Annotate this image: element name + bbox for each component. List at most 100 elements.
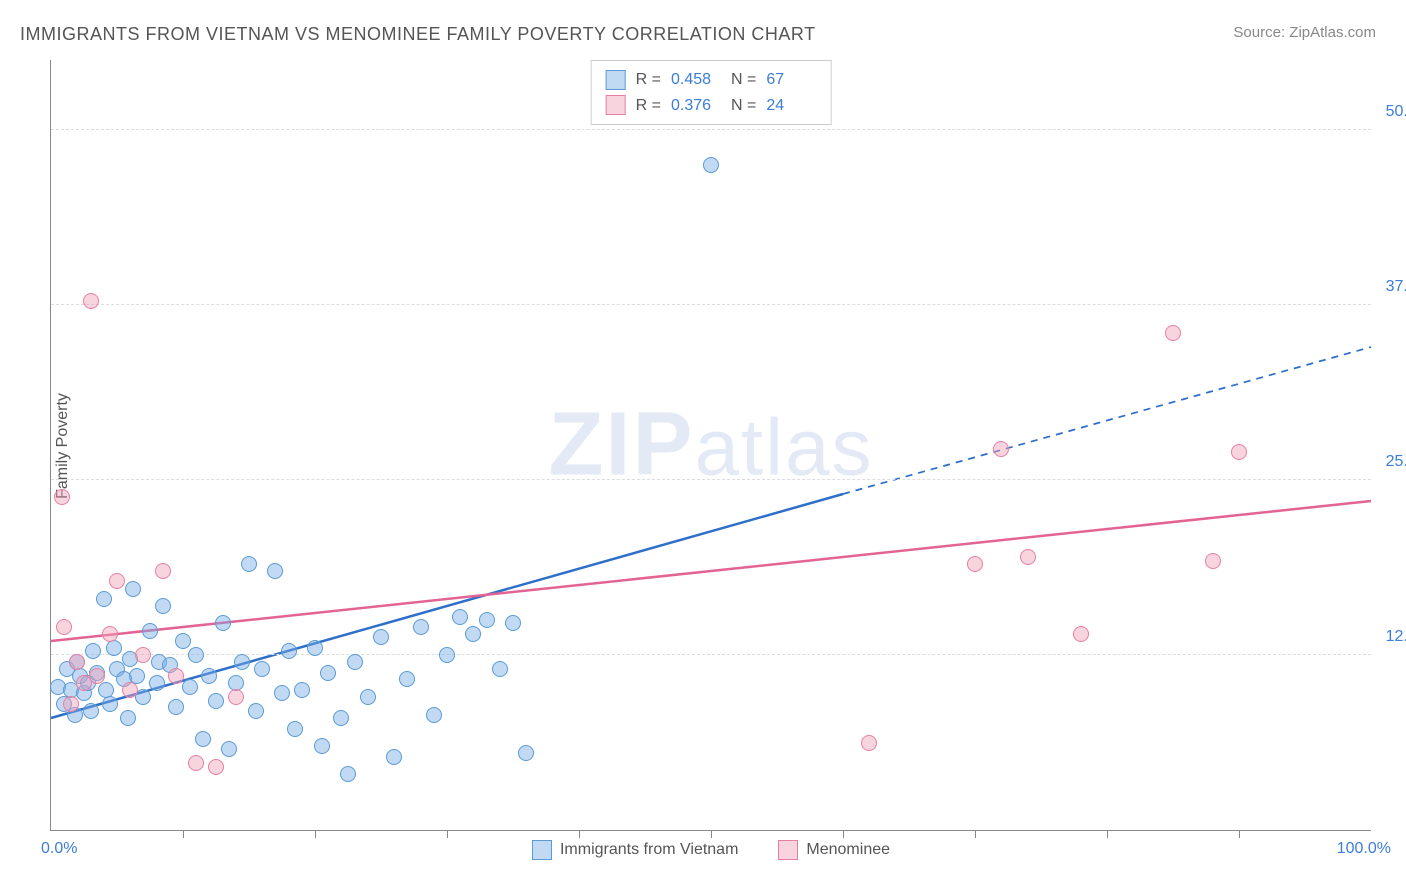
data-point: [465, 626, 481, 642]
data-point: [861, 735, 877, 751]
data-point: [426, 707, 442, 723]
data-point: [125, 581, 141, 597]
legend-row-1: R = 0.458 N = 67: [606, 67, 817, 93]
r-label: R =: [636, 93, 661, 119]
data-point: [122, 682, 138, 698]
legend-item-2: Menominee: [778, 840, 890, 860]
gridline: [51, 304, 1371, 305]
x-tick: [579, 830, 580, 838]
data-point: [188, 755, 204, 771]
data-point: [1165, 325, 1181, 341]
data-point: [106, 640, 122, 656]
chart-title: IMMIGRANTS FROM VIETNAM VS MENOMINEE FAM…: [20, 24, 816, 45]
plot-area: ZIPatlas R = 0.458 N = 67 R = 0.376 N = …: [50, 60, 1371, 831]
data-point: [439, 647, 455, 663]
x-tick: [1107, 830, 1108, 838]
data-point: [142, 623, 158, 639]
y-tick-label: 37.5%: [1386, 278, 1406, 296]
legend-series: Immigrants from Vietnam Menominee: [532, 840, 890, 860]
data-point: [287, 721, 303, 737]
data-point: [195, 731, 211, 747]
x-tick: [1239, 830, 1240, 838]
data-point: [386, 749, 402, 765]
n-value-2: 24: [766, 93, 816, 119]
data-point: [492, 661, 508, 677]
data-point: [320, 665, 336, 681]
legend-swatch-series-2: [778, 840, 798, 860]
series-name-2: Menominee: [806, 841, 890, 859]
data-point: [479, 612, 495, 628]
data-point: [234, 654, 250, 670]
data-point: [241, 556, 257, 572]
source-label: Source:: [1233, 24, 1289, 41]
data-point: [360, 689, 376, 705]
source-name: ZipAtlas.com: [1289, 24, 1376, 41]
data-point: [155, 563, 171, 579]
legend-swatch-series-1: [532, 840, 552, 860]
data-point: [201, 668, 217, 684]
r-value-2: 0.376: [671, 93, 721, 119]
data-point: [102, 696, 118, 712]
legend-swatch-1: [606, 70, 626, 90]
data-point: [89, 668, 105, 684]
y-tick-label: 25.0%: [1386, 453, 1406, 471]
data-point: [221, 741, 237, 757]
data-point: [281, 643, 297, 659]
data-point: [373, 629, 389, 645]
legend-stats: R = 0.458 N = 67 R = 0.376 N = 24: [591, 60, 832, 125]
data-point: [399, 671, 415, 687]
watermark: ZIPatlas: [549, 394, 874, 497]
data-point: [274, 685, 290, 701]
n-label: N =: [731, 67, 756, 93]
gridline: [51, 479, 1371, 480]
x-tick: [183, 830, 184, 838]
data-point: [155, 598, 171, 614]
n-value-1: 67: [766, 67, 816, 93]
x-tick: [711, 830, 712, 838]
data-point: [120, 710, 136, 726]
data-point: [1073, 626, 1089, 642]
data-point: [208, 693, 224, 709]
x-tick: [843, 830, 844, 838]
data-point: [333, 710, 349, 726]
data-point: [54, 489, 70, 505]
data-point: [102, 626, 118, 642]
data-point: [703, 157, 719, 173]
n-label: N =: [731, 93, 756, 119]
chart-container: IMMIGRANTS FROM VIETNAM VS MENOMINEE FAM…: [0, 0, 1406, 892]
data-point: [267, 563, 283, 579]
data-point: [228, 689, 244, 705]
x-tick: [975, 830, 976, 838]
data-point: [83, 703, 99, 719]
x-axis-max: 100.0%: [1337, 840, 1391, 858]
r-label: R =: [636, 67, 661, 93]
data-point: [168, 668, 184, 684]
data-point: [69, 654, 85, 670]
data-point: [175, 633, 191, 649]
data-point: [109, 573, 125, 589]
x-axis-min: 0.0%: [41, 840, 77, 858]
data-point: [340, 766, 356, 782]
y-tick-label: 12.5%: [1386, 628, 1406, 646]
data-point: [168, 699, 184, 715]
data-point: [63, 696, 79, 712]
data-point: [1020, 549, 1036, 565]
legend-row-2: R = 0.376 N = 24: [606, 93, 817, 119]
gridline: [51, 129, 1371, 130]
data-point: [135, 647, 151, 663]
x-tick: [447, 830, 448, 838]
data-point: [518, 745, 534, 761]
data-point: [83, 293, 99, 309]
gridline: [51, 654, 1371, 655]
r-value-1: 0.458: [671, 67, 721, 93]
data-point: [1205, 553, 1221, 569]
data-point: [307, 640, 323, 656]
data-point: [182, 679, 198, 695]
data-point: [215, 615, 231, 631]
data-point: [294, 682, 310, 698]
data-point: [248, 703, 264, 719]
legend-swatch-2: [606, 95, 626, 115]
data-point: [56, 619, 72, 635]
data-point: [96, 591, 112, 607]
data-point: [413, 619, 429, 635]
